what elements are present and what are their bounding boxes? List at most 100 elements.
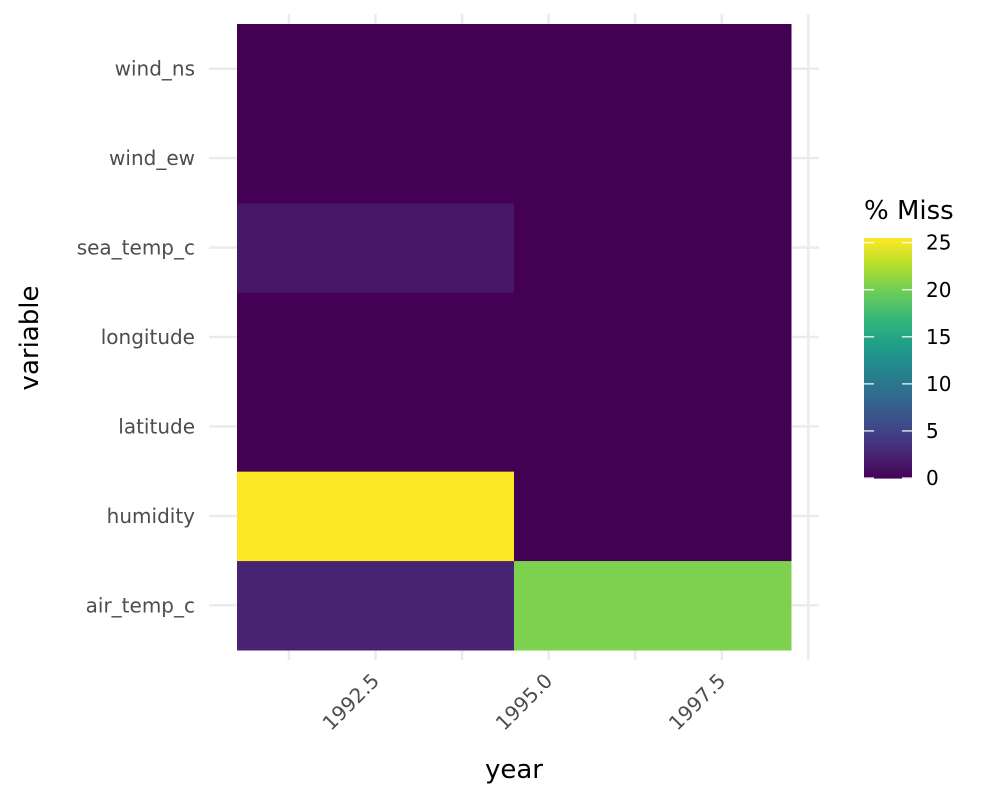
legend-color-segment bbox=[864, 334, 912, 339]
legend-tick-label: 25 bbox=[926, 231, 951, 255]
legend-color-segment bbox=[864, 274, 912, 279]
legend-tick-label: 0 bbox=[926, 466, 939, 490]
heatmap-cell-latitude-1 bbox=[514, 381, 792, 472]
legend-color-segment bbox=[864, 398, 912, 403]
legend-tick-marks bbox=[864, 242, 912, 479]
legend-color-segment bbox=[864, 474, 912, 479]
legend-color-segment bbox=[864, 422, 912, 427]
legend-tick-label: 20 bbox=[926, 278, 951, 302]
heatmap-cell-wind_ns-0 bbox=[237, 24, 515, 114]
legend-color-segment bbox=[864, 434, 912, 439]
legend-color-segment bbox=[864, 286, 912, 291]
x-tick-label: 1995.0 bbox=[491, 669, 557, 735]
heatmap-cell-latitude-0 bbox=[237, 381, 515, 472]
y-tick-labels: air_temp_c humidity latitude longitude sea_t… bbox=[77, 57, 195, 618]
heatmap-cell-sea_temp_c-0 bbox=[237, 202, 515, 293]
legend-color-segment bbox=[864, 254, 912, 259]
legend-color-segment bbox=[864, 358, 912, 363]
legend-color-segment bbox=[864, 306, 912, 311]
legend-color-segment bbox=[864, 374, 912, 379]
heatmap-cell-air_temp_c-1 bbox=[514, 560, 792, 651]
legend-color-segment bbox=[864, 366, 912, 371]
legend-color-segment bbox=[864, 318, 912, 323]
color-legend: % Miss 0 5 10 15 20 25 bbox=[864, 196, 954, 490]
legend-color-segment bbox=[864, 294, 912, 299]
legend-color-segment bbox=[864, 450, 912, 455]
legend-color-segment bbox=[864, 454, 912, 459]
legend-color-segment bbox=[864, 246, 912, 251]
legend-color-segment bbox=[864, 418, 912, 423]
x-tick-label: 1997.5 bbox=[664, 669, 730, 735]
legend-color-segment bbox=[864, 402, 912, 407]
legend-color-segment bbox=[864, 354, 912, 359]
heatmap-cell-wind_ew-0 bbox=[237, 113, 515, 204]
legend-color-segment bbox=[864, 350, 912, 355]
legend-color-bar bbox=[864, 238, 912, 479]
heatmap-cells bbox=[237, 24, 792, 651]
legend-color-segment bbox=[864, 430, 912, 435]
legend-color-segment bbox=[864, 242, 912, 247]
legend-color-segment bbox=[864, 322, 912, 327]
legend-tick-label: 15 bbox=[926, 325, 951, 349]
legend-color-segment bbox=[864, 330, 912, 335]
legend-color-segment bbox=[864, 462, 912, 467]
y-tick-label: wind_ew bbox=[109, 146, 195, 170]
legend-color-segment bbox=[864, 290, 912, 295]
legend-color-segment bbox=[864, 442, 912, 447]
legend-color-segment bbox=[864, 266, 912, 271]
legend-color-segment bbox=[864, 382, 912, 387]
legend-color-segment bbox=[864, 390, 912, 395]
legend-tick-label: 5 bbox=[926, 419, 939, 443]
y-tick-label: sea_temp_c bbox=[77, 236, 195, 260]
x-tick-label: 1992.5 bbox=[318, 669, 384, 735]
legend-color-segment bbox=[864, 362, 912, 367]
y-tick-label: longitude bbox=[101, 325, 195, 349]
legend-tick-labels: 0 5 10 15 20 25 bbox=[926, 231, 951, 490]
legend-color-segment bbox=[864, 410, 912, 415]
y-tick-label: humidity bbox=[107, 504, 195, 528]
heatmap-cell-humidity-0 bbox=[237, 471, 515, 562]
legend-color-segment bbox=[864, 278, 912, 283]
legend-color-segment bbox=[864, 378, 912, 383]
y-tick-label: latitude bbox=[118, 414, 195, 438]
legend-tick-label: 10 bbox=[926, 372, 951, 396]
legend-color-segment bbox=[864, 238, 912, 243]
legend-color-segment bbox=[864, 326, 912, 331]
legend-color-segment bbox=[864, 394, 912, 399]
heatmap-cell-wind_ew-1 bbox=[514, 113, 792, 204]
x-axis-title: year bbox=[485, 755, 543, 785]
y-tick-label: air_temp_c bbox=[86, 593, 195, 617]
y-tick-label: wind_ns bbox=[115, 57, 195, 81]
heatmap-cell-longitude-1 bbox=[514, 292, 792, 383]
heatmap-cell-wind_ns-1 bbox=[514, 24, 792, 114]
legend-color-segment bbox=[864, 466, 912, 471]
heatmap-cell-humidity-1 bbox=[514, 471, 792, 562]
legend-title: % Miss bbox=[864, 196, 954, 226]
legend-color-segment bbox=[864, 446, 912, 451]
legend-color-segment bbox=[864, 258, 912, 263]
legend-color-segment bbox=[864, 426, 912, 431]
legend-color-segment bbox=[864, 342, 912, 347]
legend-color-segment bbox=[864, 270, 912, 275]
heatmap-cell-longitude-0 bbox=[237, 292, 515, 383]
legend-color-segment bbox=[864, 406, 912, 411]
heatmap-cell-sea_temp_c-1 bbox=[514, 202, 792, 293]
heatmap-cell-air_temp_c-0 bbox=[237, 560, 515, 651]
legend-color-segment bbox=[864, 414, 912, 419]
x-tick-labels: 1992.5 1995.0 1997.5 bbox=[318, 669, 731, 735]
legend-color-segment bbox=[864, 438, 912, 443]
legend-color-segment bbox=[864, 298, 912, 303]
legend-color-segment bbox=[864, 346, 912, 351]
legend-color-segment bbox=[864, 386, 912, 391]
legend-color-segment bbox=[864, 302, 912, 307]
legend-color-segment bbox=[864, 338, 912, 343]
legend-color-segment bbox=[864, 370, 912, 375]
legend-color-segment bbox=[864, 282, 912, 287]
legend-color-segment bbox=[864, 262, 912, 267]
legend-color-segment bbox=[864, 314, 912, 319]
legend-color-segment bbox=[864, 458, 912, 463]
y-axis-title: variable bbox=[15, 286, 45, 391]
legend-color-segment bbox=[864, 470, 912, 475]
